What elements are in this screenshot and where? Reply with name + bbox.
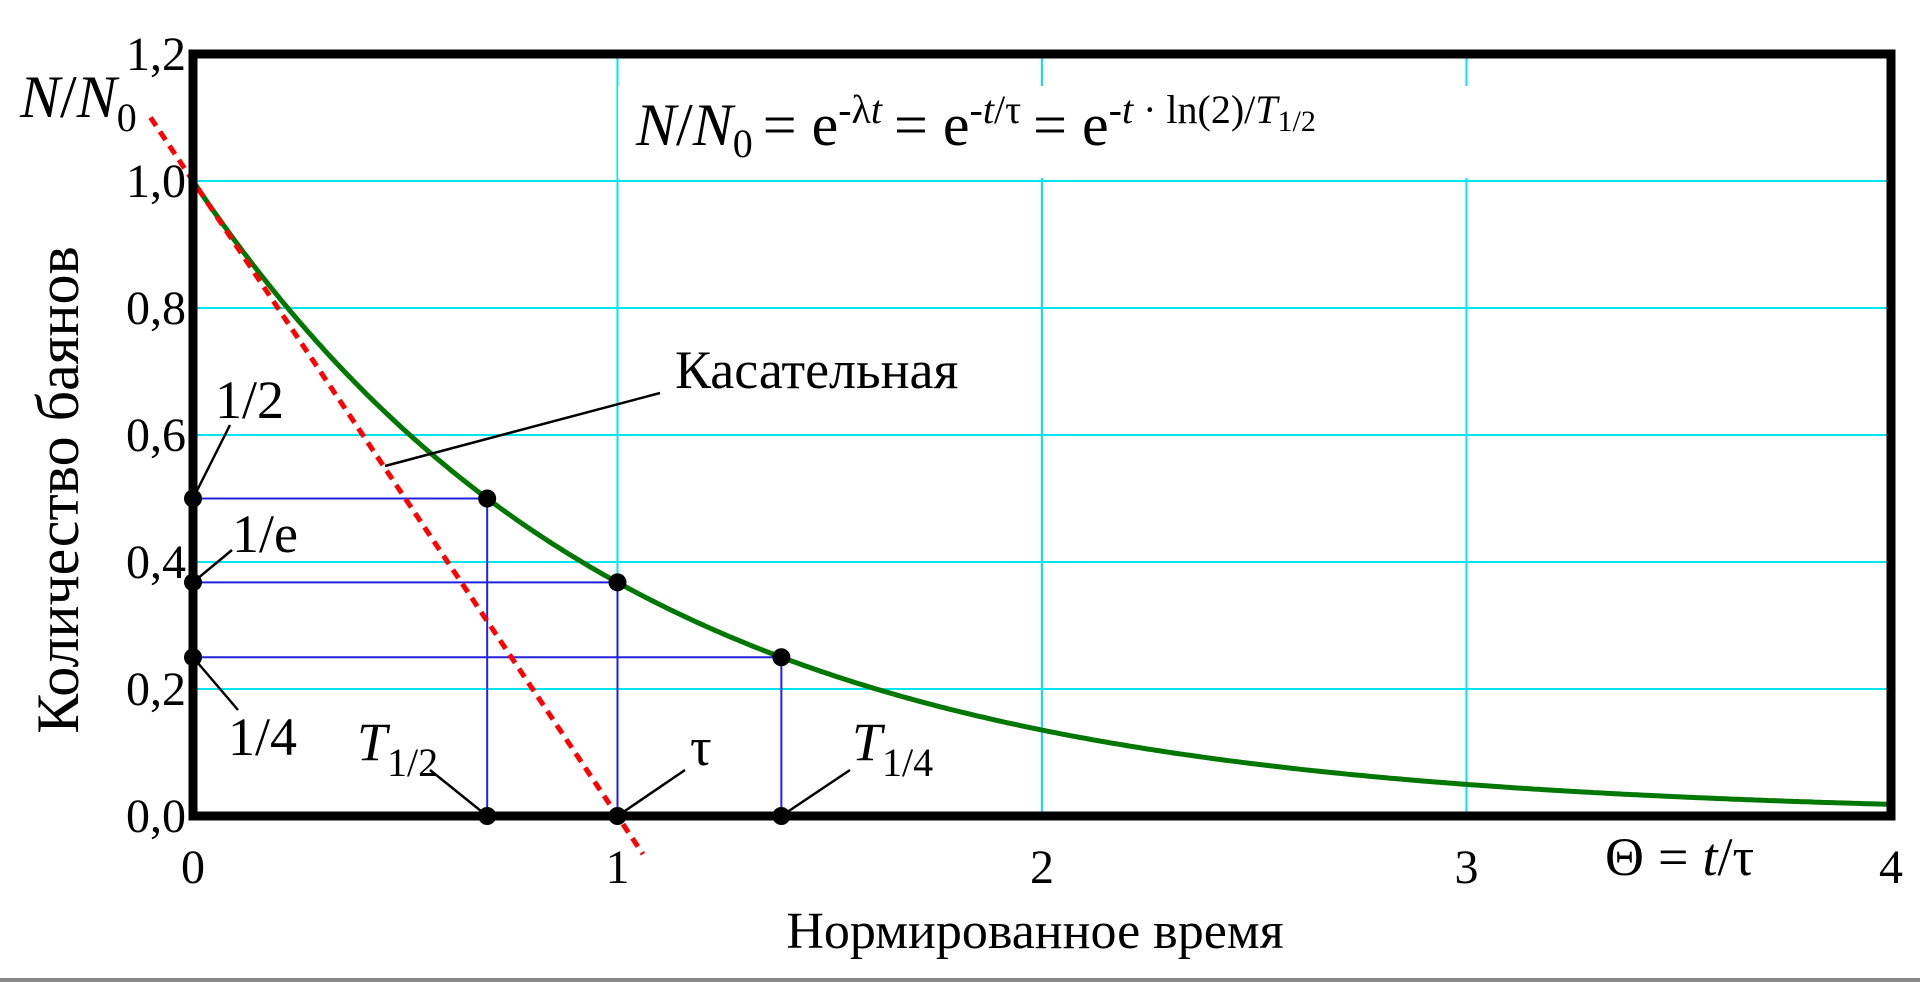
leader-lines bbox=[191, 391, 851, 818]
tangent-label: Касательная bbox=[675, 340, 958, 400]
leader-half bbox=[191, 424, 232, 500]
x-symbol-tau: τ bbox=[1733, 827, 1755, 887]
formula-slash: / bbox=[676, 92, 693, 158]
formula-exp2-a: - bbox=[970, 87, 983, 132]
tangent-line bbox=[148, 116, 646, 856]
y-tick-label: 0,2 bbox=[126, 663, 186, 716]
x-tick-label: 3 bbox=[1455, 841, 1479, 894]
x-tick-label: 0 bbox=[181, 841, 205, 894]
chart-series bbox=[148, 116, 1892, 856]
t-quarter-sub: 1/4 bbox=[882, 740, 933, 785]
x-tick-label: 4 bbox=[1879, 841, 1903, 894]
curve-point bbox=[608, 573, 627, 592]
t-half-sub: 1/2 bbox=[387, 740, 438, 785]
y-axis-symbol: N/N0 bbox=[19, 64, 137, 140]
guide-lines bbox=[193, 497, 783, 816]
t-quarter-label: T1/4 bbox=[852, 712, 933, 785]
t-half-label: T1/2 bbox=[357, 712, 438, 785]
formula-exp3-sub: 1/2 bbox=[1278, 105, 1316, 138]
t-half-main: T bbox=[357, 712, 391, 772]
half-label: 1/2 bbox=[215, 370, 284, 430]
x-symbol-theta: Θ bbox=[1605, 827, 1644, 887]
y-tick-label: 0,8 bbox=[126, 282, 186, 335]
leader-tangent bbox=[384, 391, 661, 468]
formula-n0-sub: 0 bbox=[733, 121, 753, 166]
x-symbol-slash: / bbox=[1717, 827, 1732, 887]
leader-t-half bbox=[429, 769, 488, 817]
x-tick-label: 1 bbox=[606, 841, 630, 894]
inv-e-label: 1/e bbox=[232, 504, 298, 564]
y-tick-label: 1,0 bbox=[126, 155, 186, 208]
leader-t-quarter bbox=[780, 768, 851, 818]
tau-label: τ bbox=[690, 717, 712, 777]
formula-n0: N bbox=[692, 92, 736, 158]
formula-exp2-b: t bbox=[983, 87, 995, 132]
y-tick-labels: 0,0 0,2 0,4 0,6 0,8 1,0 1,2 bbox=[126, 28, 186, 843]
x-symbol-eq: = bbox=[1658, 827, 1688, 887]
y-symbol-slash: / bbox=[60, 64, 77, 130]
x-axis-title: Нормированное время bbox=[786, 903, 1283, 960]
y-tick-label: 0,0 bbox=[126, 790, 186, 843]
formula-n: N bbox=[635, 92, 679, 158]
bottom-rule bbox=[0, 978, 1920, 982]
formula: N/N0 = e-λt = e-t/τ = e-t · ln(2)/T1/2 bbox=[635, 87, 1316, 166]
y-tick-label: 1,2 bbox=[126, 28, 186, 81]
leader-quarter bbox=[192, 656, 239, 711]
formula-exp3-c: · ln(2)/ bbox=[1133, 87, 1256, 132]
formula-exp3-a: - bbox=[1109, 87, 1122, 132]
curve-point bbox=[772, 648, 791, 667]
formula-eq2: = e bbox=[894, 92, 969, 158]
x-tick-label: 2 bbox=[1030, 841, 1054, 894]
x-axis-symbol: Θ = t/τ bbox=[1605, 827, 1754, 887]
y-axis-title: Количество баянов bbox=[25, 246, 91, 734]
x-tick-labels: 0 1 2 3 4 bbox=[181, 841, 1903, 894]
formula-background bbox=[618, 86, 1468, 178]
curve-point bbox=[478, 489, 497, 508]
formula-exp3-d: T bbox=[1255, 87, 1280, 132]
formula-exp2-c: /τ bbox=[994, 87, 1021, 132]
decay-curve bbox=[190, 179, 1892, 807]
plot-frame bbox=[188, 49, 1896, 821]
formula-eq1: = e bbox=[763, 92, 838, 158]
y-symbol-sub: 0 bbox=[117, 95, 137, 140]
y-tick-label: 0,4 bbox=[126, 536, 186, 589]
formula-eq3: = e bbox=[1033, 92, 1108, 158]
quarter-label: 1/4 bbox=[228, 707, 297, 767]
formula-exp1: -λ bbox=[838, 87, 871, 132]
t-quarter-main: T bbox=[852, 712, 886, 772]
formula-exp3-b: t bbox=[1122, 87, 1134, 132]
formula-exp1-t: t bbox=[871, 87, 883, 132]
leader-tau bbox=[616, 768, 686, 818]
y-symbol-n: N bbox=[19, 64, 63, 130]
x-symbol-t: t bbox=[1702, 827, 1719, 887]
y-symbol-n0: N bbox=[76, 64, 120, 130]
leader-inv-e bbox=[192, 549, 233, 584]
y-tick-label: 0,6 bbox=[126, 409, 186, 462]
